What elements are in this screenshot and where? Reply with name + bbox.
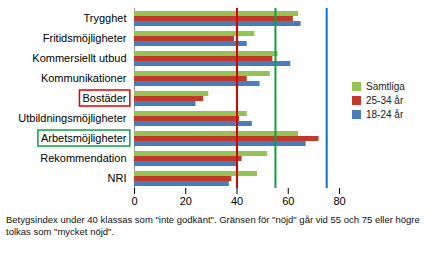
svg-text:Utbildningsmöjligheter: Utbildningsmöjligheter bbox=[18, 112, 127, 124]
html-text:18-24 år: 18-24 år bbox=[366, 109, 404, 120]
svg-text:Trygghet: Trygghet bbox=[83, 12, 126, 24]
svg-text:40: 40 bbox=[231, 195, 243, 207]
svg-text:Bostäder: Bostäder bbox=[82, 92, 126, 104]
html-text:25-34 år: 25-34 år bbox=[366, 95, 404, 106]
svg-text:Kommersiellt utbud: Kommersiellt utbud bbox=[32, 52, 126, 64]
svg-text:80: 80 bbox=[333, 195, 345, 207]
svg-text:Kommunikationer: Kommunikationer bbox=[41, 72, 127, 84]
svg-text:60: 60 bbox=[282, 195, 294, 207]
svg-text:Fritidsmöjligheter: Fritidsmöjligheter bbox=[43, 32, 127, 44]
svg-text:Rekommendation: Rekommendation bbox=[40, 152, 126, 164]
html-text:Betygsindex under 40 klassas s: Betygsindex under 40 klassas som "inte g… bbox=[6, 214, 420, 237]
html-text:Samtliga: Samtliga bbox=[366, 81, 405, 92]
svg-text:0: 0 bbox=[131, 195, 137, 207]
svg-text:Arbetsmöjligheter: Arbetsmöjligheter bbox=[41, 132, 127, 144]
svg-text:NRI: NRI bbox=[108, 172, 127, 184]
svg-text:20: 20 bbox=[180, 195, 192, 207]
